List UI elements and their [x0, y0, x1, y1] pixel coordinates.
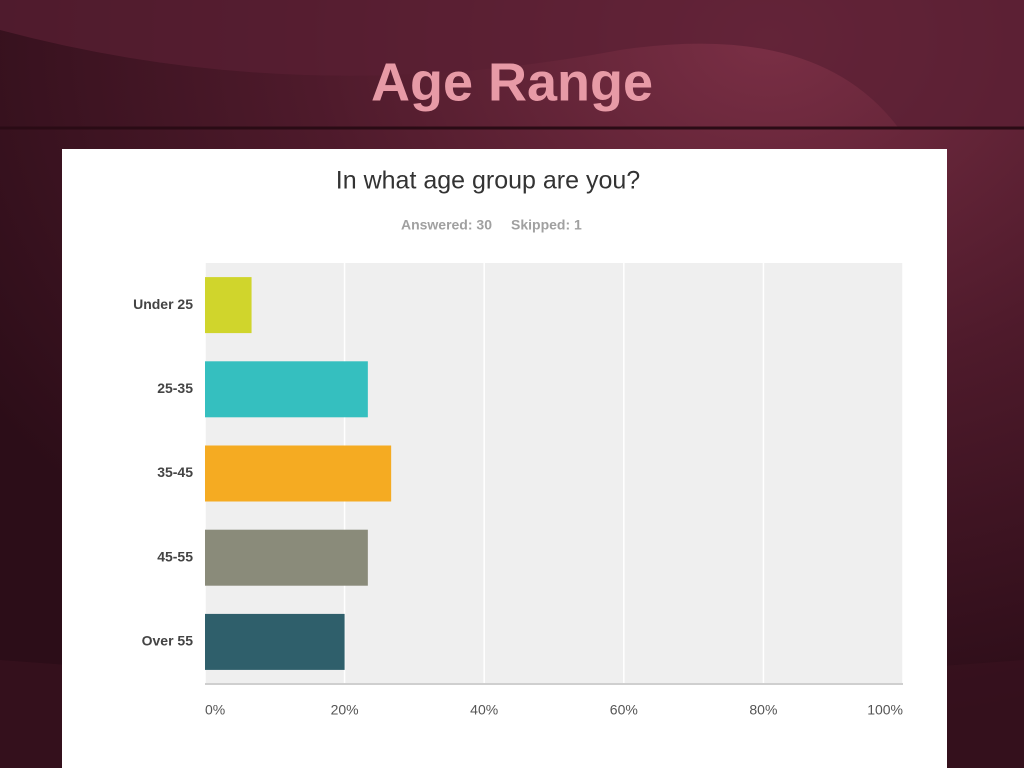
y-tick-label: Over 55 [142, 633, 194, 649]
skipped-count: Skipped: 1 [511, 217, 582, 233]
x-tick-label: 20% [331, 702, 359, 718]
x-tick-label: 80% [749, 702, 777, 718]
chart-title: In what age group are you? [336, 167, 640, 195]
x-tick-label: 100% [867, 702, 903, 718]
slide-title: Age Range [371, 52, 653, 112]
y-tick-label: 45-55 [157, 548, 193, 564]
y-tick-label: 25-35 [157, 380, 193, 396]
answered-count: Answered: 30 [401, 217, 492, 233]
bar [205, 361, 368, 418]
background-curve [0, 0, 1024, 130]
x-tick-label: 0% [205, 702, 225, 718]
y-tick-label: 35-45 [157, 464, 193, 480]
bar [205, 445, 392, 502]
x-tick-label: 40% [470, 702, 498, 718]
bar [205, 613, 345, 670]
y-tick-label: Under 25 [133, 296, 193, 312]
bar [205, 277, 252, 334]
x-tick-label: 60% [610, 702, 638, 718]
bar [205, 529, 368, 586]
plot: 0% 20% 40% 60% 80% 100% Under 25 25-35 35-45 45-5… [133, 263, 904, 718]
